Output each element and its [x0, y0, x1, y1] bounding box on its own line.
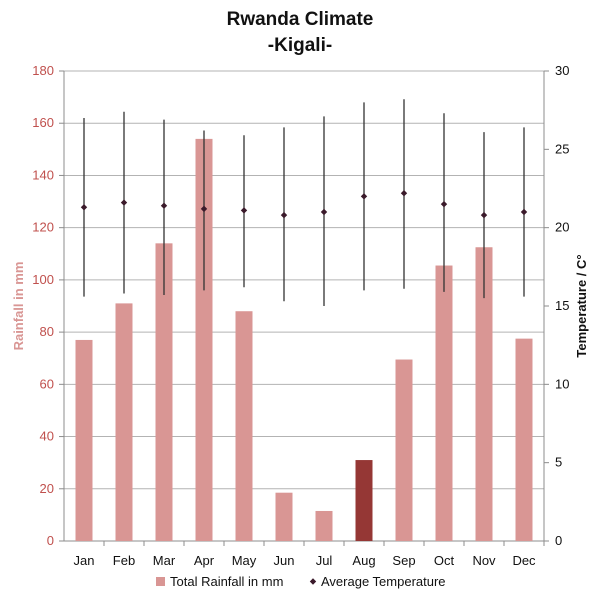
temp-point-oct [440, 200, 448, 208]
y-axis-title-right: Temperature / C° [574, 254, 589, 357]
left-tick-label: 0 [47, 533, 54, 548]
right-tick-label: 20 [555, 220, 569, 235]
left-tick-label: 60 [40, 376, 54, 391]
bar-sep [395, 359, 413, 541]
left-tick-label: 40 [40, 429, 54, 444]
right-tick-label: 5 [555, 455, 562, 470]
temp-point-aug [360, 193, 368, 200]
left-tick-label: 20 [40, 481, 54, 496]
bar-jul [315, 510, 333, 541]
left-tick-label: 100 [32, 272, 54, 287]
temp-point-jun [280, 211, 288, 219]
right-tick-label: 10 [555, 376, 569, 391]
x-tick-label: Nov [472, 553, 496, 568]
left-tick-label: 140 [32, 167, 54, 182]
temp-point-jul [320, 208, 328, 216]
bar-may [235, 311, 253, 541]
temp-point-dec [520, 208, 528, 216]
bar-oct [435, 265, 453, 541]
right-tick-label: 30 [555, 63, 569, 78]
bar-feb [115, 303, 133, 541]
chart-title: Rwanda Climate [226, 9, 374, 30]
x-tick-label: Apr [194, 553, 215, 568]
x-tick-label: Jun [274, 553, 295, 568]
legend-swatch-rainfall [156, 577, 165, 586]
temp-point-mar [160, 202, 168, 209]
left-tick-label: 180 [32, 63, 54, 78]
bar-mar [155, 243, 173, 542]
left-tick-label: 160 [32, 115, 54, 130]
left-tick-label: 120 [32, 220, 54, 235]
right-tick-label: 25 [555, 141, 569, 156]
temp-point-may [240, 207, 248, 214]
temp-point-apr [200, 205, 208, 213]
bar-jun [275, 492, 293, 541]
bar-apr [195, 138, 213, 541]
bar-jan [75, 339, 93, 541]
temp-point-nov [480, 211, 488, 219]
bar-nov [475, 247, 493, 541]
x-tick-label: Feb [113, 553, 135, 568]
right-tick-label: 0 [555, 533, 562, 548]
x-tick-label: Sep [392, 553, 415, 568]
x-tick-label: Oct [434, 553, 455, 568]
legend-marker-temperature [309, 578, 317, 585]
left-tick-label: 80 [40, 324, 54, 339]
x-tick-label: Jan [74, 553, 95, 568]
y-axis-title-left: Rainfall in mm [11, 262, 26, 351]
temp-point-sep [400, 190, 408, 197]
x-tick-label: Jul [316, 553, 333, 568]
x-tick-label: Mar [153, 553, 176, 568]
bar-aug [355, 460, 373, 541]
x-tick-label: May [232, 553, 257, 568]
x-tick-label: Dec [512, 553, 536, 568]
right-tick-label: 15 [555, 298, 569, 313]
legend-label-temperature: Average Temperature [321, 574, 446, 589]
legend-label-rainfall: Total Rainfall in mm [170, 574, 283, 589]
x-tick-label: Aug [352, 553, 375, 568]
temp-point-jan [80, 204, 88, 211]
chart-subtitle: -Kigali- [267, 35, 333, 56]
bar-dec [515, 338, 533, 541]
temp-point-feb [120, 199, 128, 206]
